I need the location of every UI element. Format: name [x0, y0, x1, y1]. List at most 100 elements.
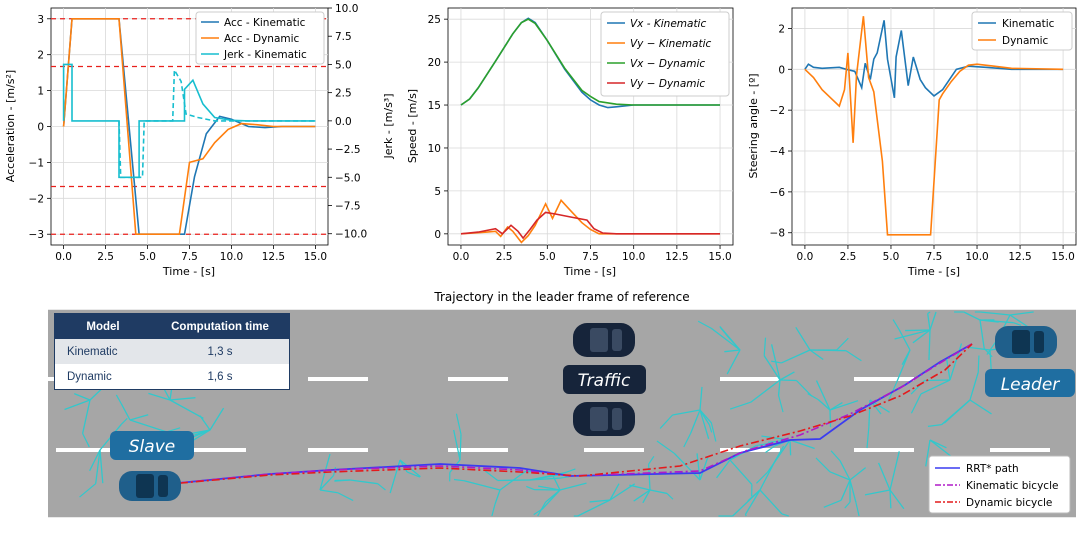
c3-legend-1: Dynamic — [1002, 35, 1049, 47]
c1-y2label: Jerk - [m/s³] — [382, 93, 395, 159]
x-tick-label: 10.0 — [220, 251, 243, 263]
traffic-label-text: Traffic — [578, 371, 631, 391]
traffic-car-icon — [573, 323, 635, 357]
x-tick-label: 15.0 — [708, 251, 731, 263]
c3-ylabel: Steering angle - [º] — [747, 73, 760, 178]
x-tick-label: 5.0 — [539, 251, 556, 263]
traffic-car-icon — [573, 402, 635, 436]
c2-legend-2: Vx − Dynamic — [630, 58, 705, 70]
traj-legend-1: Kinematic bicycle — [966, 480, 1058, 492]
x-tick-label: 5.0 — [139, 251, 156, 263]
y-tick-label: −8 — [770, 228, 785, 240]
rrt-tree — [57, 311, 1034, 517]
computation-time-table: Model Computation time Kinematic 1,3 s D… — [54, 313, 290, 390]
x-tick-label: 0.0 — [453, 251, 470, 263]
x-tick-label: 15.0 — [1051, 251, 1074, 263]
header-computation-time: Computation time — [171, 320, 269, 333]
y-tick-label: 5 — [434, 186, 441, 198]
y-tick-label: 2 — [778, 23, 785, 35]
traj-legend-0: RRT* path — [966, 463, 1019, 475]
trajectory-title: Trajectory in the leader frame of refere… — [433, 290, 689, 304]
y-tick-label: −2 — [770, 105, 785, 117]
traj-legend-2: Dynamic bicycle — [966, 497, 1052, 509]
leader-label-text: Leader — [1001, 375, 1061, 395]
y2-tick-label: −7.5 — [335, 201, 361, 213]
c3-legend-0: Kinematic — [1002, 18, 1055, 30]
series-line — [460, 198, 720, 244]
y-tick-label: −1 — [29, 157, 44, 169]
series-line — [460, 18, 720, 106]
c3-legend: Kinematic Dynamic — [971, 11, 1073, 51]
trajectory-legend: RRT* path Kinematic bicycle Dynamic bicy… — [928, 455, 1071, 514]
c2-legend: Vx - Kinematic Vy − Kinematic Vx − Dynam… — [600, 11, 730, 97]
c1-legend-2: Jerk - Kinematic — [223, 49, 307, 61]
y-tick-label: −4 — [770, 146, 786, 158]
c1-legend: Acc - Kinematic Acc - Dynamic Jerk - Kin… — [195, 11, 325, 65]
x-tick-label: 12.5 — [1008, 251, 1031, 263]
y2-tick-label: −10.0 — [335, 229, 367, 241]
c2-legend-0: Vx - Kinematic — [630, 18, 706, 30]
y2-tick-label: 10.0 — [335, 3, 358, 15]
table-header: Model Computation time — [55, 314, 289, 339]
y2-tick-label: −2.5 — [335, 144, 361, 156]
kinematic-bicycle-path — [147, 343, 973, 487]
x-tick-label: 12.5 — [665, 251, 688, 263]
c2-legend-1: Vy − Kinematic — [630, 38, 711, 50]
slave-label-text: Slave — [129, 437, 175, 457]
y-tick-label: 0 — [37, 122, 44, 134]
table-row: Dynamic 1,6 s — [55, 364, 289, 389]
y-tick-label: 20 — [428, 57, 441, 69]
chart-acceleration: 0.0 2.5 5.0 7.5 10.0 12.5 15.0 −3 −2 −1 0 1 2 3 −10.0 −… — [4, 3, 395, 278]
cell-model: Kinematic — [67, 345, 118, 358]
x-tick-label: 7.5 — [582, 251, 599, 263]
dynamic-bicycle-path — [147, 343, 973, 487]
c2-xlabel: Time - [s] — [563, 265, 616, 278]
cell-time: 1,3 s — [207, 345, 233, 358]
x-tick-label: 5.0 — [883, 251, 900, 263]
trajectory-panel: Trajectory in the leader frame of refere… — [48, 290, 1076, 519]
header-model: Model — [86, 320, 120, 333]
x-tick-label: 7.5 — [926, 251, 943, 263]
x-tick-label: 2.5 — [97, 251, 114, 263]
x-tick-label: 15.0 — [304, 251, 327, 263]
rrt-path — [147, 343, 973, 487]
c2-legend-3: Vy − Dynamic — [630, 78, 705, 90]
y-tick-label: −2 — [29, 193, 44, 205]
chart-speed: 0.0 2.5 5.0 7.5 10.0 12.5 15.0 0 5 10 15 20 25 Time … — [406, 7, 734, 278]
cell-model: Dynamic — [67, 370, 112, 383]
y-tick-label: 0 — [434, 229, 441, 241]
series-line — [804, 20, 1064, 99]
y-tick-label: 2 — [37, 50, 44, 62]
y2-tick-label: −5.0 — [335, 172, 361, 184]
c2-ylabel: Speed - [m/s] — [406, 89, 419, 163]
y2-tick-label: 0.0 — [335, 116, 352, 128]
x-tick-label: 7.5 — [181, 251, 198, 263]
traffic-label: Traffic — [563, 365, 646, 394]
series-line — [62, 17, 316, 235]
x-tick-label: 10.0 — [965, 251, 988, 263]
y-tick-label: 25 — [428, 14, 441, 26]
slave-label: Slave — [110, 431, 194, 460]
c1-legend-0: Acc - Kinematic — [224, 17, 306, 29]
y-tick-label: 1 — [37, 86, 44, 98]
slave-car-icon — [119, 471, 181, 501]
y-tick-label: 0 — [778, 64, 785, 76]
table-row: Kinematic 1,3 s — [55, 339, 289, 364]
leader-label: Leader — [985, 369, 1075, 397]
x-tick-label: 0.0 — [797, 251, 814, 263]
chart-steering: 0.0 2.5 5.0 7.5 10.0 12.5 15.0 −8 −6 −4 −2 0 2 Time … — [747, 7, 1077, 278]
x-tick-label: 0.0 — [55, 251, 72, 263]
x-tick-label: 10.0 — [622, 251, 645, 263]
series-line — [460, 211, 720, 240]
charts-area: 0.0 2.5 5.0 7.5 10.0 12.5 15.0 −3 −2 −1 0 1 2 3 −10.0 −… — [4, 3, 1077, 278]
y2-tick-label: 2.5 — [335, 88, 352, 100]
y-tick-label: 15 — [428, 100, 441, 112]
y2-tick-label: 7.5 — [335, 31, 352, 43]
cell-time: 1,6 s — [207, 370, 233, 383]
c1-ylabel: Acceleration - [m/s²] — [4, 70, 17, 182]
y-tick-label: 10 — [428, 143, 441, 155]
series-line — [804, 16, 1064, 236]
leader-car-icon — [995, 326, 1057, 358]
x-tick-label: 12.5 — [262, 251, 285, 263]
c1-legend-1: Acc - Dynamic — [224, 33, 300, 45]
